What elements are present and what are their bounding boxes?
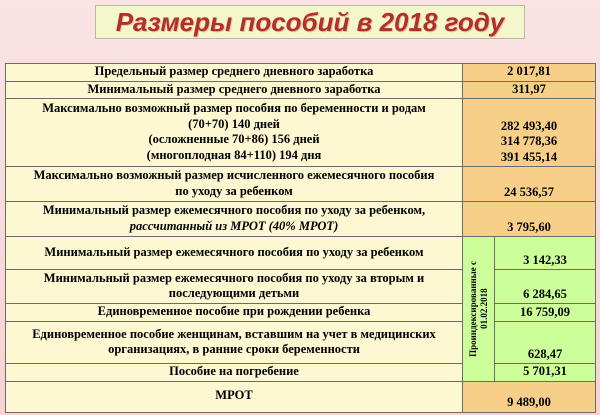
value-line: 628,47 <box>527 346 563 361</box>
table-row: Минимальный размер среднего дневного зар… <box>5 80 596 99</box>
value-cell: 5 701,31 <box>494 363 596 382</box>
label-line: Минимальный размер ежемесячного пособия … <box>42 203 426 217</box>
value-line: 391 455,14 <box>500 149 558 164</box>
label-cell: Единовременное пособие женщинам, вставши… <box>5 321 463 364</box>
label-line: Минимальный размер ежемесячного пособия … <box>43 270 425 285</box>
label-line: (70+70) 140 дней <box>188 116 280 131</box>
table-row: МРОТ 9 489,00 <box>5 380 596 413</box>
value-cell: 24 536,57 <box>462 166 596 202</box>
value-line: 16 759,09 <box>520 304 570 319</box>
table-row: Пособие на погребение 5 701,31 <box>5 363 596 382</box>
label-cell: Максимально возможный размер исчисленног… <box>5 166 463 202</box>
label-cell: МРОТ <box>5 380 463 413</box>
note-line: Проиндексированные с <box>467 260 478 357</box>
label-cell: Максимально возможный размер пособия по … <box>5 98 463 167</box>
value-line: 9 489,00 <box>507 395 551 409</box>
label-line: Минимальный размер среднего дневного зар… <box>87 81 381 96</box>
value-cell: 311,97 <box>462 80 596 99</box>
label-line: Максимально возможный размер исчисленног… <box>33 168 435 182</box>
benefits-table: Предельный размер среднего дневного зара… <box>5 63 596 413</box>
value-line: 24 536,57 <box>504 184 554 199</box>
value-line: 2 017,81 <box>507 64 551 78</box>
value-cell: 3 795,60 <box>462 201 596 237</box>
label-cell: Минимальный размер среднего дневного зар… <box>5 80 463 99</box>
label-line: Единовременное пособие при рождении ребе… <box>97 304 371 319</box>
title: Размеры пособий в 2018 году <box>115 6 505 37</box>
value-cell: 6 284,65 <box>494 269 596 304</box>
label-cell: Единовременное пособие при рождении ребе… <box>5 303 463 322</box>
value-line: 282 493,40 <box>500 118 558 133</box>
value-cell: 282 493,40 314 778,36 391 455,14 <box>462 98 596 167</box>
value-cell: 9 489,00 <box>462 380 596 413</box>
indexed-note: Проиндексированные с 01.02.2018 <box>468 261 490 357</box>
label-cell: Минимальный размер ежемесячного пособия … <box>5 236 463 270</box>
value-cell: 16 759,09 <box>494 303 596 322</box>
label-line: последующими детьми <box>168 286 300 300</box>
label-line: (осложненные 70+86) 156 дней <box>148 132 320 146</box>
value-line: 6 284,65 <box>523 286 567 301</box>
label-line: Единовременное пособие женщинам, вставши… <box>32 326 436 341</box>
label-line: Предельный размер среднего дневного зара… <box>94 64 374 78</box>
label-line: Минимальный размер ежемесячного пособия … <box>44 244 424 259</box>
label-line: организациях, в ранние сроки беременност… <box>108 342 360 356</box>
value-cell: 628,47 <box>494 321 596 364</box>
table-row: Максимально возможный размер исчисленног… <box>5 166 596 202</box>
value-cell: 2 017,81 <box>462 63 596 82</box>
label-line: Максимально возможный размер пособия по … <box>42 101 426 115</box>
label-cell: Пособие на погребение <box>5 363 463 382</box>
label-cell: Минимальный размер ежемесячного пособия … <box>5 201 463 237</box>
value-line: 5 701,31 <box>523 364 567 378</box>
table-row: Максимально возможный размер пособия по … <box>5 98 596 167</box>
label-cell: Предельный размер среднего дневного зара… <box>5 63 463 82</box>
table-row: Минимальный размер ежемесячного пособия … <box>5 269 596 304</box>
value-line: 3 795,60 <box>507 219 551 234</box>
value-line: 3 142,33 <box>523 252 567 267</box>
value-line: 311,97 <box>512 81 546 96</box>
note-line: 01.02.2018 <box>478 288 489 330</box>
value-cell: 3 142,33 <box>494 236 596 270</box>
table-row: Минимальный размер ежемесячного пособия … <box>5 236 596 382</box>
table-row: Минимальный размер ежемесячного пособия … <box>5 201 596 237</box>
label-line: МРОТ <box>215 388 253 403</box>
value-line: 314 778,36 <box>500 134 558 148</box>
title-box: Размеры пособий в 2018 году <box>95 5 525 39</box>
label-line: рассчитанный из МРОТ (40% МРОТ) <box>129 218 339 233</box>
label-line: Пособие на погребение <box>169 364 299 378</box>
label-line: по уходу за ребенком <box>175 183 293 198</box>
table-row: Единовременное пособие женщинам, вставши… <box>5 321 596 364</box>
table-row: Предельный размер среднего дневного зара… <box>5 63 596 82</box>
table-row: Единовременное пособие при рождении ребе… <box>5 303 596 322</box>
indexed-note-cell: Проиндексированные с 01.02.2018 <box>462 236 495 382</box>
label-line: (многоплодная 84+110) 194 дня <box>146 147 322 162</box>
label-cell: Минимальный размер ежемесячного пособия … <box>5 269 463 304</box>
